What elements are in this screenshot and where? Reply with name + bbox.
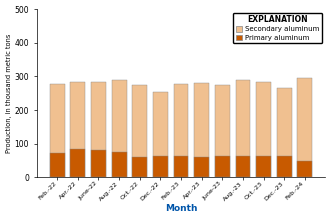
Bar xyxy=(298,161,312,177)
Bar xyxy=(71,82,85,177)
Bar xyxy=(153,92,168,177)
Bar xyxy=(215,85,230,177)
Bar xyxy=(132,85,147,177)
Bar xyxy=(298,78,312,177)
Bar xyxy=(153,156,168,177)
Bar xyxy=(173,156,188,177)
Bar xyxy=(50,84,65,177)
X-axis label: Month: Month xyxy=(165,205,197,214)
Bar xyxy=(50,153,65,177)
Bar xyxy=(194,83,209,177)
Bar xyxy=(277,156,292,177)
Bar xyxy=(256,156,271,177)
Bar xyxy=(256,82,271,177)
Bar xyxy=(71,149,85,177)
Bar xyxy=(132,157,147,177)
Bar xyxy=(236,80,250,177)
Bar xyxy=(91,150,106,177)
Bar xyxy=(277,88,292,177)
Legend: Secondary aluminum, Primary aluminum: Secondary aluminum, Primary aluminum xyxy=(233,12,322,43)
Bar xyxy=(112,152,126,177)
Y-axis label: Production, in thousand metric tons: Production, in thousand metric tons xyxy=(6,34,12,153)
Bar xyxy=(91,82,106,177)
Bar xyxy=(112,80,126,177)
Bar xyxy=(215,156,230,177)
Bar xyxy=(194,157,209,177)
Bar xyxy=(236,156,250,177)
Bar xyxy=(173,84,188,177)
